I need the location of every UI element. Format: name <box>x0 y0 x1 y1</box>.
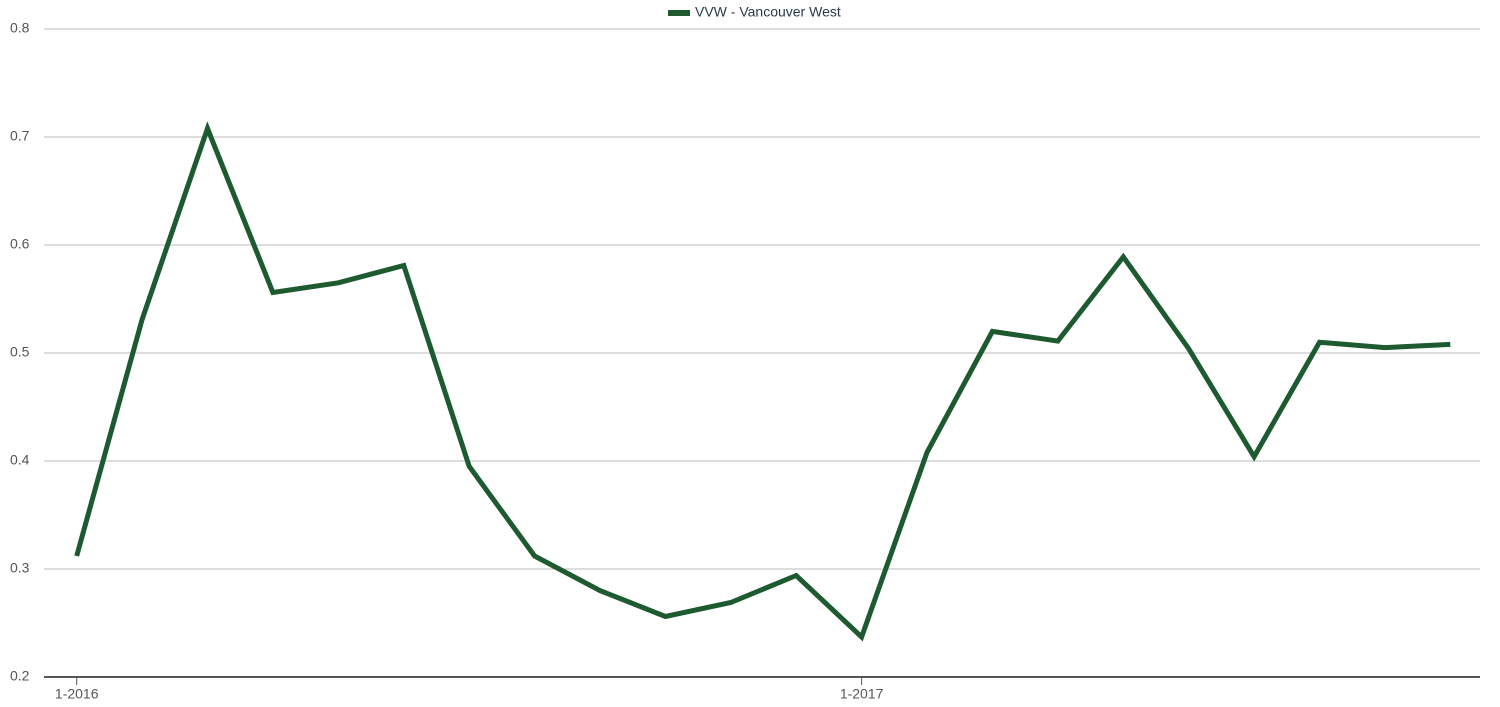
x-tick-label: 1-2017 <box>840 686 884 702</box>
y-tick-label: 0.6 <box>10 236 30 252</box>
legend-swatch <box>668 10 690 16</box>
data-line <box>74 121 1451 642</box>
legend-item: VVW - Vancouver West <box>668 4 841 20</box>
y-tick-label: 0.7 <box>10 128 30 144</box>
y-tick-label: 0.3 <box>10 560 30 576</box>
y-tick-label: 0.4 <box>10 452 30 468</box>
x-tick-label: 1-2016 <box>55 686 99 702</box>
legend-label: VVW - Vancouver West <box>695 4 841 20</box>
y-tick-label: 0.2 <box>10 668 30 684</box>
y-tick-label: 0.5 <box>10 344 30 360</box>
y-tick-label: 0.8 <box>10 20 30 36</box>
